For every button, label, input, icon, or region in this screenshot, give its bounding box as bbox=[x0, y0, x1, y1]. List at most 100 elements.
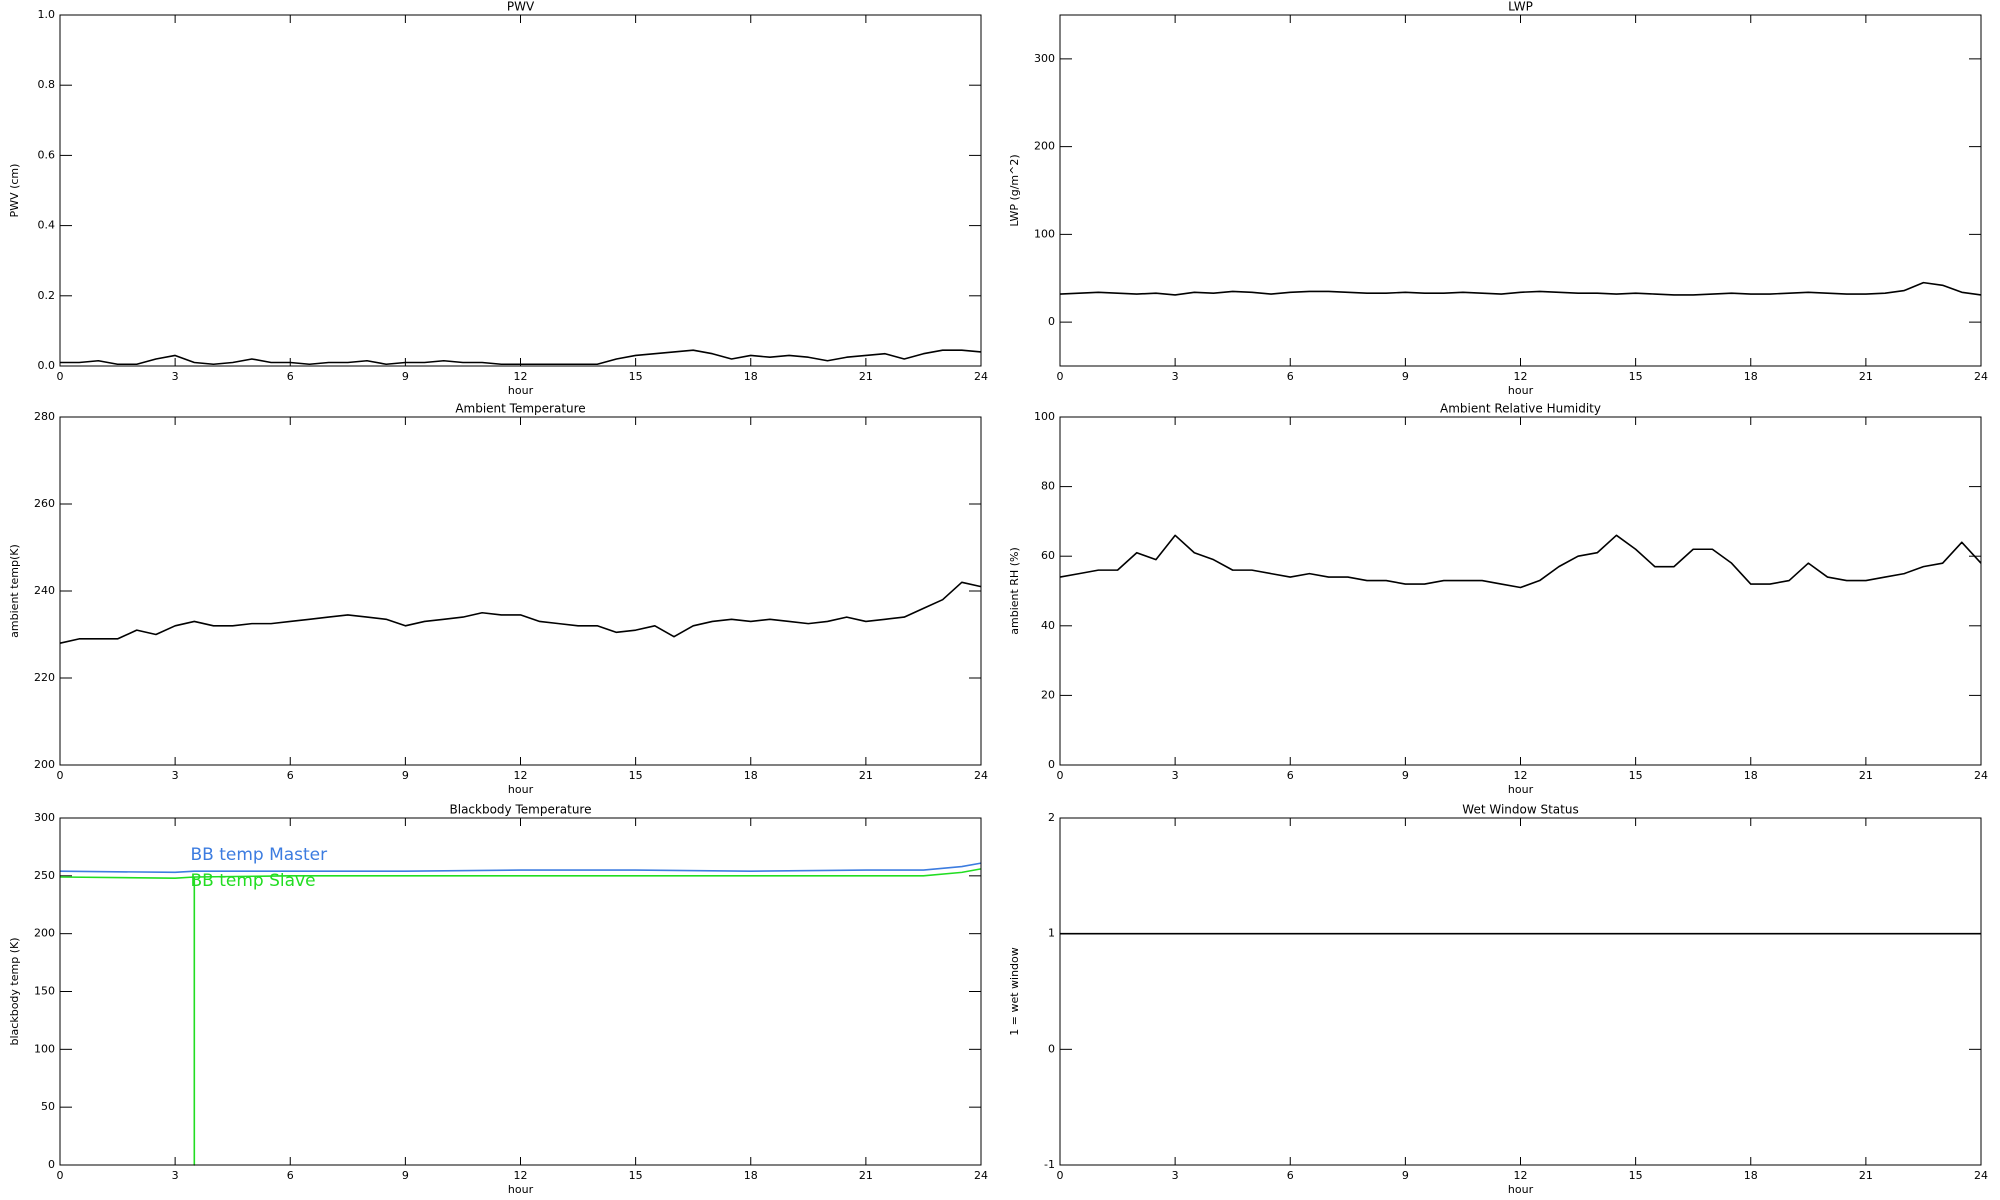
x-tick-label: 21 bbox=[859, 769, 873, 782]
y-tick-label: 200 bbox=[34, 758, 55, 771]
x-tick-label: 3 bbox=[172, 370, 179, 383]
data-line bbox=[1059, 281, 1982, 296]
y-tick-label: 220 bbox=[34, 671, 55, 684]
x-tick-label: 15 bbox=[629, 370, 643, 383]
legend-label: BB temp Master bbox=[190, 845, 327, 865]
x-tick-label: 9 bbox=[402, 1169, 409, 1182]
x-tick-label: 18 bbox=[744, 370, 758, 383]
y-tick-label: 60 bbox=[1041, 549, 1055, 562]
x-tick-label: 9 bbox=[1402, 769, 1409, 782]
panel: LWP hour LWP (g/m^2) 0 3 6 9 12 15 18 21 24 0 100 200 3… bbox=[1008, 0, 1988, 397]
x-tick-label: 9 bbox=[1402, 1169, 1409, 1182]
x-tick-label: 18 bbox=[744, 769, 758, 782]
x-tick-label: 21 bbox=[1859, 370, 1873, 383]
y-tick-label: 1.0 bbox=[38, 8, 56, 21]
x-tick-label: 21 bbox=[859, 370, 873, 383]
x-tick-label: 0 bbox=[1057, 1169, 1064, 1182]
x-tick-label: 15 bbox=[1629, 370, 1643, 383]
chart-title: Blackbody Temperature bbox=[450, 803, 592, 817]
chart-title: LWP bbox=[1508, 0, 1533, 14]
x-tick-label: 0 bbox=[1057, 769, 1064, 782]
x-tick-label: 21 bbox=[1859, 769, 1873, 782]
plot-frame bbox=[59, 14, 982, 367]
y-tick-label: 100 bbox=[34, 1042, 55, 1055]
x-axis-label: hour bbox=[1508, 783, 1534, 796]
x-tick-label: 0 bbox=[57, 1169, 64, 1182]
y-tick-label: 50 bbox=[41, 1100, 55, 1113]
x-tick-label: 0 bbox=[57, 370, 64, 383]
plot-frame bbox=[1059, 14, 1982, 367]
y-tick-label: 250 bbox=[34, 869, 55, 882]
x-tick-label: 24 bbox=[974, 1169, 988, 1182]
x-tick-label: 15 bbox=[629, 769, 643, 782]
y-tick-label: 0 bbox=[1048, 315, 1055, 328]
x-tick-label: 24 bbox=[974, 769, 988, 782]
y-tick-label: 20 bbox=[1041, 688, 1055, 701]
x-tick-label: 18 bbox=[1744, 769, 1758, 782]
y-tick-label: 0 bbox=[48, 1158, 55, 1171]
x-tick-label: 18 bbox=[1744, 1169, 1758, 1182]
y-axis-label: ambient RH (%) bbox=[1008, 547, 1021, 635]
x-axis-label: hour bbox=[1508, 384, 1534, 397]
plot-frame bbox=[59, 416, 982, 766]
data-line bbox=[59, 868, 982, 1166]
y-tick-label: 200 bbox=[34, 927, 55, 940]
x-axis-label: hour bbox=[508, 783, 534, 796]
y-tick-label: 1 bbox=[1048, 927, 1055, 940]
x-axis-label: hour bbox=[508, 384, 534, 397]
x-tick-label: 9 bbox=[402, 769, 409, 782]
x-tick-label: 12 bbox=[1514, 769, 1528, 782]
x-tick-label: 0 bbox=[57, 769, 64, 782]
y-tick-label: 240 bbox=[34, 584, 55, 597]
y-tick-label: 2 bbox=[1048, 811, 1055, 824]
panel: PWV hour PWV (cm) 0 3 6 9 12 15 18 21 24 0.0 0.2 0.4 0.… bbox=[8, 0, 988, 397]
plot-frame bbox=[1059, 416, 1982, 766]
y-tick-label: 100 bbox=[1034, 410, 1055, 423]
x-tick-label: 12 bbox=[514, 769, 528, 782]
panel: Blackbody Temperature hour blackbody temp … bbox=[8, 803, 988, 1197]
x-tick-label: 21 bbox=[859, 1169, 873, 1182]
x-tick-label: 3 bbox=[1172, 1169, 1179, 1182]
x-tick-label: 6 bbox=[287, 370, 294, 383]
x-tick-label: 3 bbox=[1172, 769, 1179, 782]
y-tick-label: 0 bbox=[1048, 758, 1055, 771]
x-axis-label: hour bbox=[1508, 1183, 1534, 1196]
data-line bbox=[1059, 534, 1982, 589]
data-line bbox=[60, 349, 982, 366]
y-tick-label: 300 bbox=[1034, 52, 1055, 65]
y-tick-label: 0 bbox=[1048, 1042, 1055, 1055]
x-tick-label: 24 bbox=[974, 370, 988, 383]
x-tick-label: 6 bbox=[287, 1169, 294, 1182]
chart-title: Wet Window Status bbox=[1462, 803, 1578, 817]
panel: Wet Window Status hour 1 = wet window 0 3 6 9 1… bbox=[1008, 803, 1988, 1197]
x-tick-label: 15 bbox=[1629, 1169, 1643, 1182]
x-tick-label: 24 bbox=[1974, 370, 1988, 383]
x-tick-label: 21 bbox=[1859, 1169, 1873, 1182]
y-axis-label: LWP (g/m^2) bbox=[1008, 154, 1021, 226]
x-tick-label: 12 bbox=[1514, 370, 1528, 383]
x-axis-label: hour bbox=[508, 1183, 534, 1196]
x-tick-label: 15 bbox=[629, 1169, 643, 1182]
y-tick-label: 260 bbox=[34, 497, 55, 510]
x-tick-label: 6 bbox=[1287, 370, 1294, 383]
x-tick-label: 9 bbox=[402, 370, 409, 383]
x-tick-label: 6 bbox=[1287, 1169, 1294, 1182]
x-tick-label: 6 bbox=[287, 769, 294, 782]
y-tick-label: 300 bbox=[34, 811, 55, 824]
y-tick-label: 0.2 bbox=[38, 289, 56, 302]
x-tick-label: 0 bbox=[1057, 370, 1064, 383]
y-tick-label: 0.4 bbox=[38, 219, 56, 232]
x-tick-label: 3 bbox=[1172, 370, 1179, 383]
x-tick-label: 12 bbox=[514, 370, 528, 383]
x-tick-label: 3 bbox=[172, 1169, 179, 1182]
y-tick-label: 80 bbox=[1041, 480, 1055, 493]
x-tick-label: 18 bbox=[744, 1169, 758, 1182]
x-tick-label: 12 bbox=[514, 1169, 528, 1182]
y-tick-label: -1 bbox=[1044, 1158, 1055, 1171]
y-axis-label: ambient temp(K) bbox=[8, 544, 21, 638]
plot-frame bbox=[59, 817, 982, 1166]
y-tick-label: 200 bbox=[1034, 140, 1055, 153]
x-tick-label: 12 bbox=[1514, 1169, 1528, 1182]
y-tick-label: 150 bbox=[34, 985, 55, 998]
